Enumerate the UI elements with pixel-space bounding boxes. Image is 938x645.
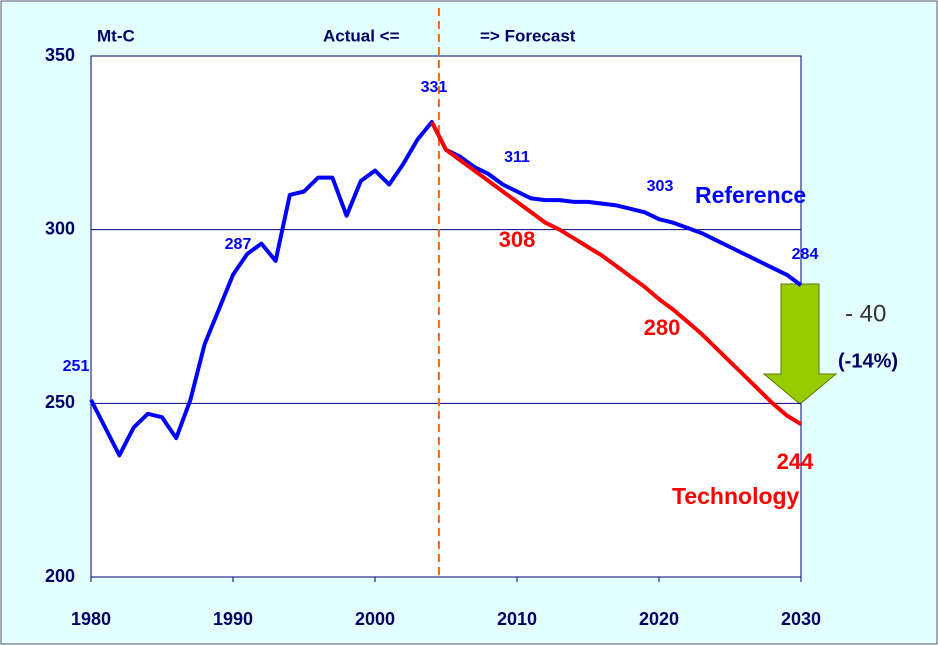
x-tick-label: 1990 xyxy=(213,609,253,629)
legend-label: Reference xyxy=(695,182,806,208)
data-label: 280 xyxy=(644,315,681,340)
data-label: 251 xyxy=(63,358,90,375)
data-label: 308 xyxy=(499,227,536,252)
x-tick-label: 2030 xyxy=(781,609,821,629)
y-tick-label: 350 xyxy=(45,45,75,65)
legend-label: Technology xyxy=(672,483,800,509)
annotation: Actual <= xyxy=(323,26,400,45)
data-label: 331 xyxy=(421,79,448,96)
annotation: - 40 xyxy=(845,300,886,327)
x-tick-label: 2020 xyxy=(639,609,679,629)
y-tick-label: 200 xyxy=(45,566,75,586)
y-tick-label: 300 xyxy=(45,218,75,238)
arrow xyxy=(762,283,838,405)
x-tick-label: 1980 xyxy=(71,609,111,629)
data-label: 287 xyxy=(225,236,252,253)
data-label: 311 xyxy=(504,149,530,166)
annotation: => Forecast xyxy=(480,26,576,45)
line-series xyxy=(430,121,803,426)
data-label: 284 xyxy=(792,246,819,263)
x-tick-label: 2010 xyxy=(497,609,537,629)
data-label: 244 xyxy=(777,449,814,474)
x-tick-label: 2000 xyxy=(355,609,395,629)
annotation: (-14%) xyxy=(838,350,898,372)
y-tick-label: 250 xyxy=(45,392,75,412)
y-unit: Mt-C xyxy=(97,26,135,45)
data-label: 303 xyxy=(647,178,674,195)
